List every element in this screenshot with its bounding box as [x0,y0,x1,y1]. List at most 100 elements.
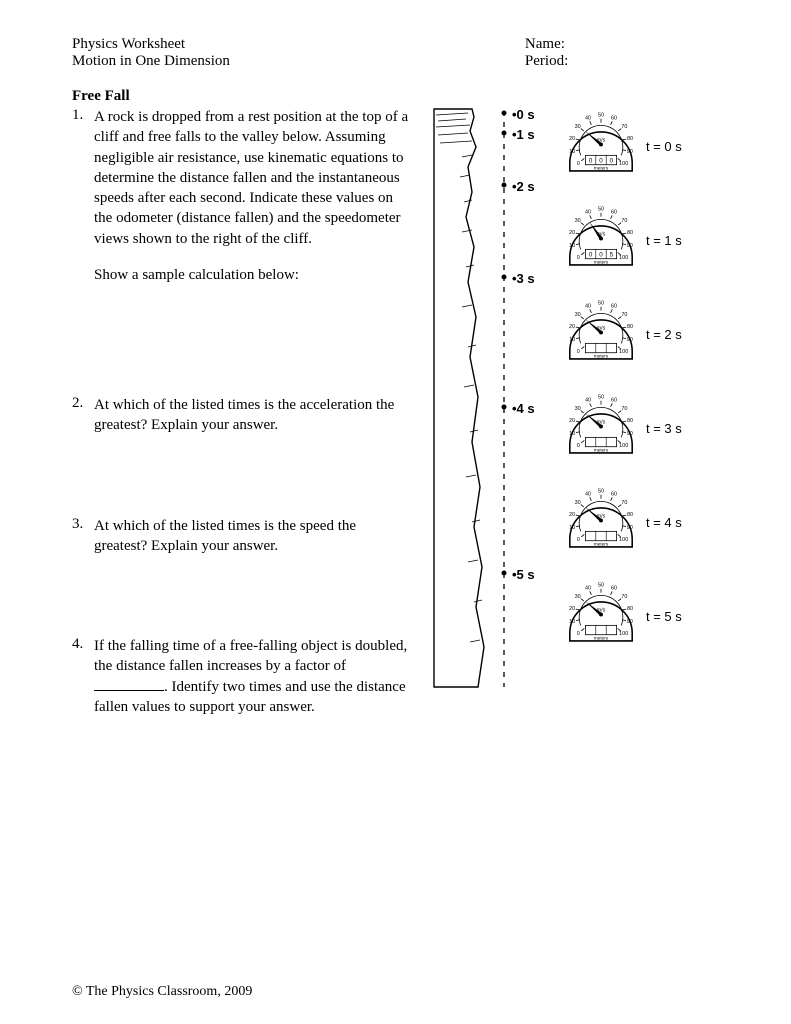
svg-text:30: 30 [575,124,581,130]
svg-text:20: 20 [569,230,575,236]
time-mark: •3 s [512,271,535,286]
svg-text:10: 10 [569,619,575,625]
svg-text:70: 70 [621,594,627,600]
svg-text:100: 100 [619,161,628,167]
speedometer-gauge: 0102030405060708090100m/s000meters [562,107,640,185]
svg-text:60: 60 [611,585,617,591]
svg-text:10: 10 [569,337,575,343]
svg-text:0: 0 [577,631,580,637]
svg-text:50: 50 [598,582,604,588]
gauge-row: 0102030405060708090100m/s000meterst = 0 … [562,107,682,185]
svg-text:0: 0 [577,349,580,355]
svg-text:10: 10 [569,243,575,249]
svg-text:meters: meters [594,635,609,640]
svg-text:100: 100 [619,443,628,449]
time-mark: •0 s [512,107,535,122]
svg-text:80: 80 [627,606,633,612]
svg-text:100: 100 [619,255,628,261]
svg-text:90: 90 [627,337,633,343]
gauge-time-label: t = 2 s [646,327,682,342]
svg-text:40: 40 [585,397,591,403]
svg-text:40: 40 [585,115,591,121]
question-text: At which of the listed times is the acce… [94,395,412,436]
gauge-time-label: t = 0 s [646,139,682,154]
svg-text:0: 0 [610,157,614,164]
svg-text:70: 70 [621,500,627,506]
title-line-1: Physics Worksheet [72,36,460,53]
svg-text:0: 0 [589,157,593,164]
svg-text:20: 20 [569,324,575,330]
svg-text:5: 5 [610,251,614,258]
time-mark: •4 s [512,401,535,416]
question-3: 3. At which of the listed times is the s… [72,516,412,557]
svg-text:50: 50 [598,112,604,118]
speedometer-gauge: 0102030405060708090100m/smeters [562,389,640,467]
question-4: 4. If the falling time of a free-falling… [72,636,412,717]
time-mark: •2 s [512,179,535,194]
svg-text:50: 50 [598,300,604,306]
svg-text:70: 70 [621,312,627,318]
gauge-row: 0102030405060708090100m/smeterst = 5 s [562,577,682,655]
gauge-time-label: t = 3 s [646,421,682,436]
svg-text:50: 50 [598,206,604,212]
question-number: 1. [72,107,94,285]
svg-text:60: 60 [611,397,617,403]
question-text: At which of the listed times is the spee… [94,516,412,557]
svg-text:10: 10 [569,525,575,531]
fill-in-blank[interactable] [94,677,164,691]
question-2: 2. At which of the listed times is the a… [72,395,412,436]
svg-text:60: 60 [611,303,617,309]
header-title-block: Physics Worksheet Motion in One Dimensio… [72,36,460,70]
svg-text:60: 60 [611,491,617,497]
svg-text:80: 80 [627,136,633,142]
question-1: 1. A rock is dropped from a rest positio… [72,107,412,285]
svg-text:meters: meters [594,541,609,546]
gauge-time-label: t = 5 s [646,609,682,624]
svg-text:40: 40 [585,209,591,215]
svg-text:0: 0 [599,251,603,258]
question-number: 4. [72,636,94,717]
svg-text:20: 20 [569,606,575,612]
svg-text:50: 50 [598,488,604,494]
svg-text:90: 90 [627,525,633,531]
time-mark: •1 s [512,127,535,142]
svg-text:0: 0 [577,161,580,167]
question-text: If the falling time of a free-falling ob… [94,636,412,717]
question-4-before: If the falling time of a free-falling ob… [94,638,407,674]
questions-column: 1. A rock is dropped from a rest positio… [72,107,412,725]
svg-text:meters: meters [594,259,609,264]
name-field-label: Name: [525,36,719,53]
svg-text:100: 100 [619,631,628,637]
svg-text:20: 20 [569,136,575,142]
svg-text:40: 40 [585,491,591,497]
svg-text:30: 30 [575,594,581,600]
svg-text:40: 40 [585,585,591,591]
speedometer-gauge: 0102030405060708090100m/s005meters [562,201,640,279]
svg-text:70: 70 [621,406,627,412]
svg-text:80: 80 [627,418,633,424]
question-1-body: A rock is dropped from a rest position a… [94,109,408,247]
svg-text:80: 80 [627,324,633,330]
gauge-time-label: t = 4 s [646,515,682,530]
svg-text:90: 90 [627,431,633,437]
footer-copyright: © The Physics Classroom, 2009 [72,984,252,1000]
svg-text:meters: meters [594,353,609,358]
svg-text:60: 60 [611,115,617,121]
speedometer-gauge: 0102030405060708090100m/smeters [562,295,640,373]
svg-text:0: 0 [577,443,580,449]
svg-text:0: 0 [577,255,580,261]
period-field-label: Period: [525,53,719,70]
svg-text:meters: meters [594,447,609,452]
gauge-row: 0102030405060708090100m/smeterst = 2 s [562,295,682,373]
svg-text:30: 30 [575,406,581,412]
gauge-row: 0102030405060708090100m/s005meterst = 1 … [562,201,682,279]
svg-text:100: 100 [619,537,628,543]
svg-text:90: 90 [627,619,633,625]
question-number: 3. [72,516,94,557]
gauge-row: 0102030405060708090100m/smeterst = 3 s [562,389,682,467]
svg-text:20: 20 [569,512,575,518]
svg-text:40: 40 [585,303,591,309]
svg-text:100: 100 [619,349,628,355]
svg-text:30: 30 [575,500,581,506]
header-fields: Name: Period: [525,36,719,70]
